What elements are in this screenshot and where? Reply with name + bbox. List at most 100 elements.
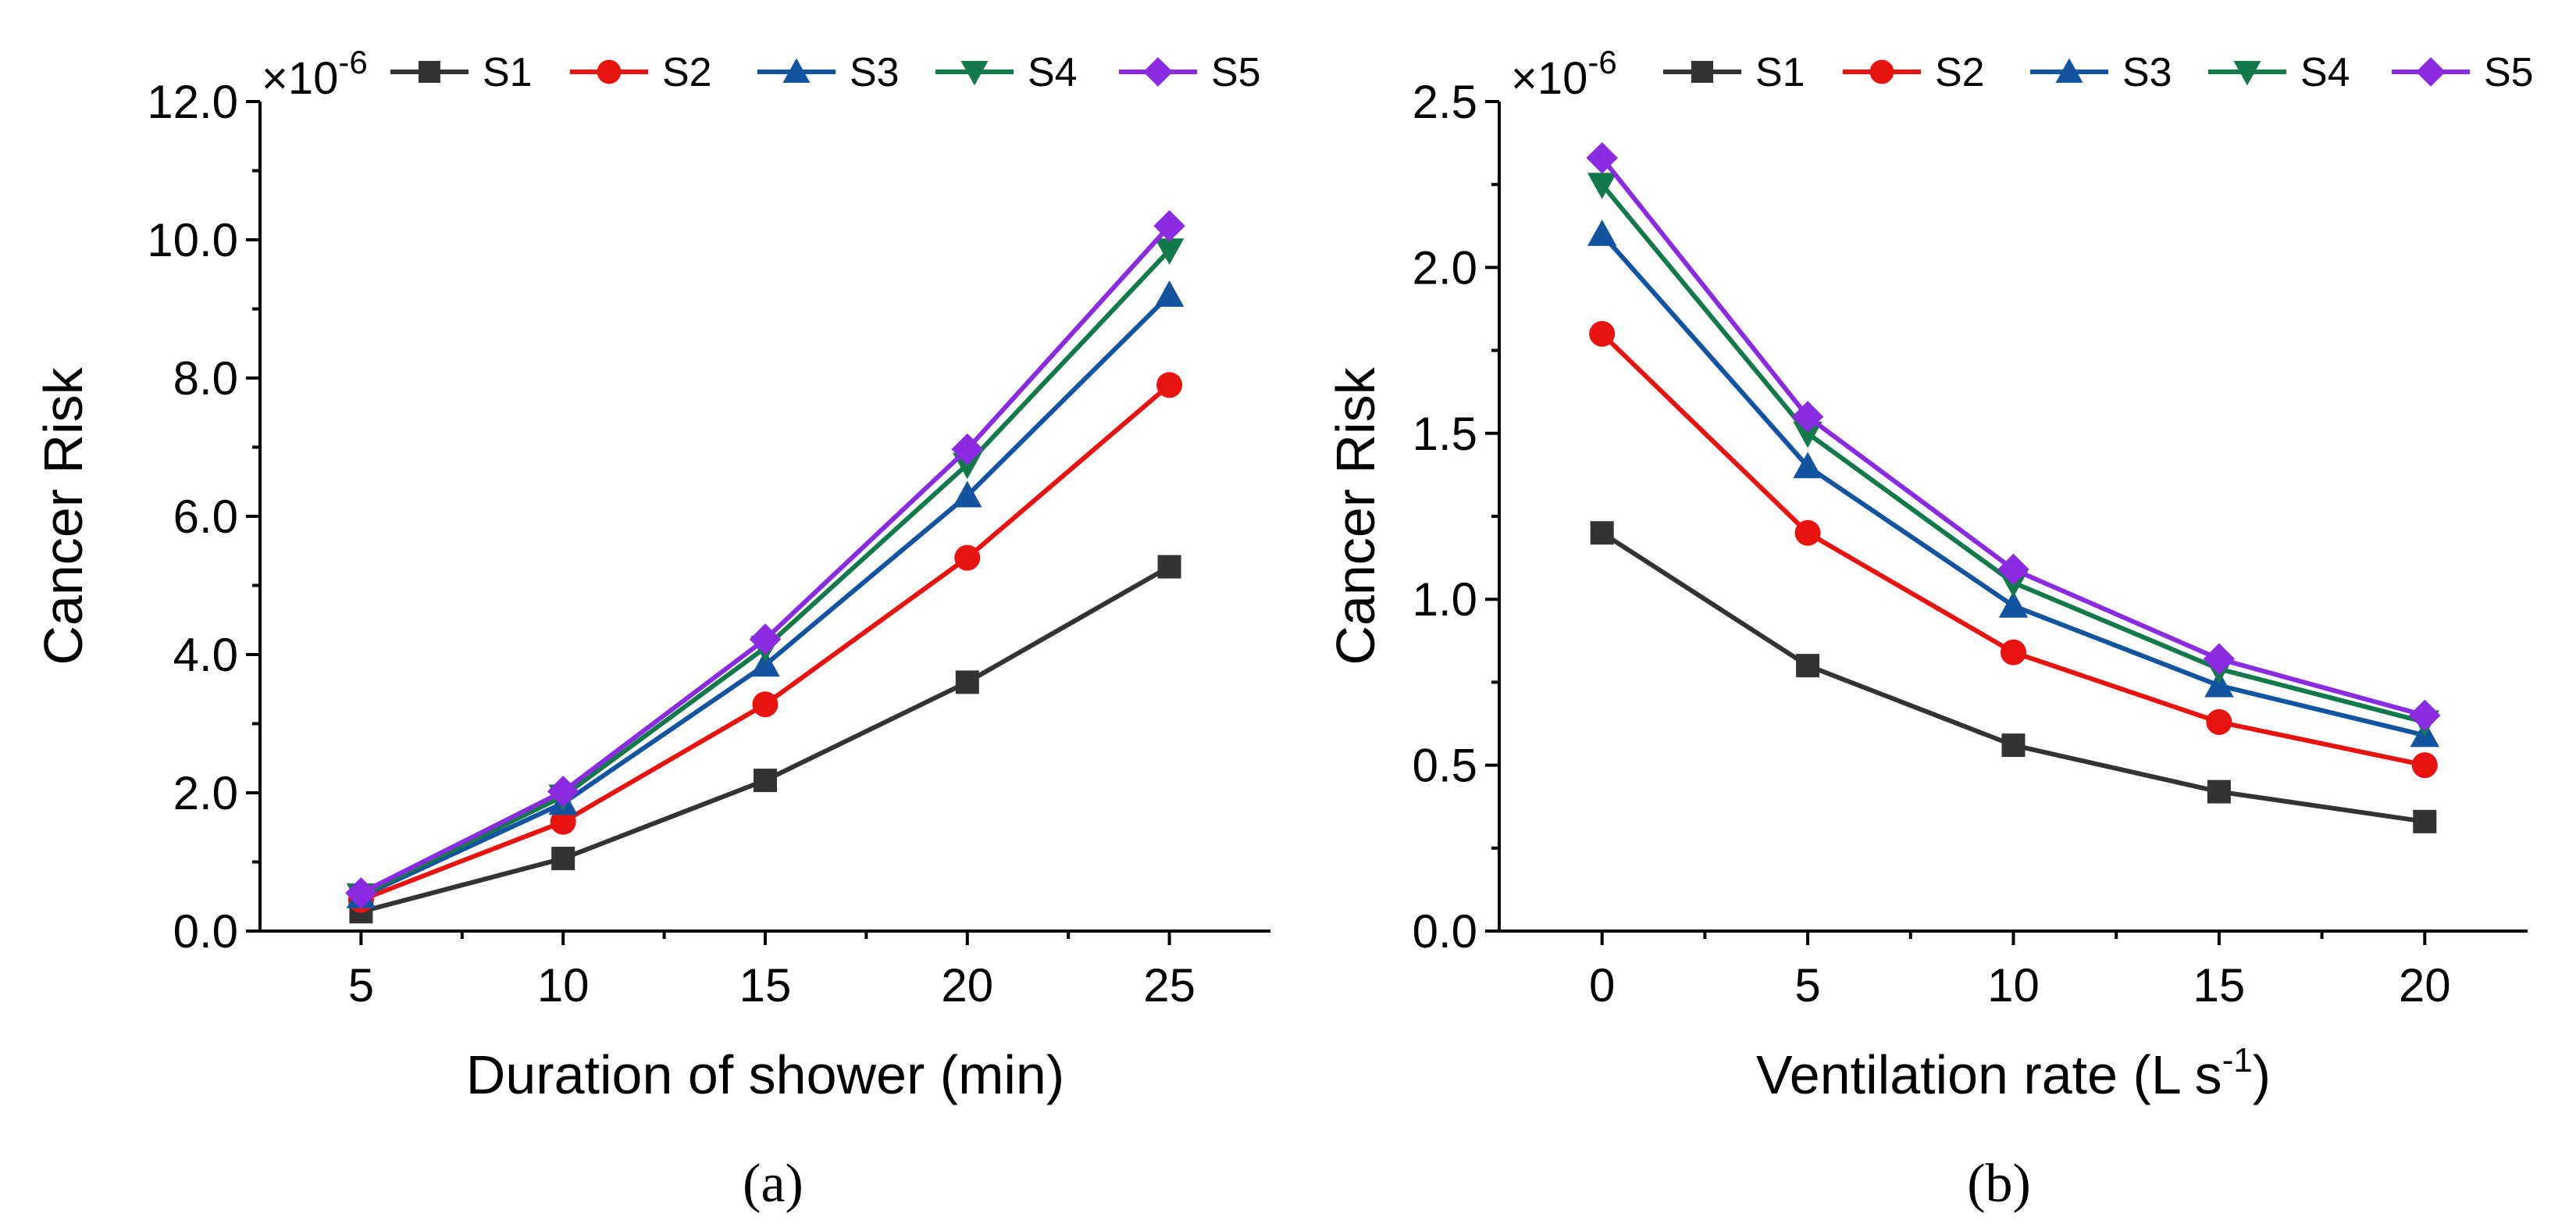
data-point-s5 bbox=[2409, 699, 2441, 732]
y-tick-label: 1.5 bbox=[1413, 408, 1477, 460]
y-axis-title: Cancer Risk bbox=[1325, 366, 1386, 665]
legend-label: S5 bbox=[2484, 50, 2534, 95]
y-tick-label: 2.0 bbox=[173, 767, 238, 819]
data-point-s1 bbox=[1796, 654, 1820, 678]
y-tick-label: 2.0 bbox=[1413, 241, 1477, 294]
data-point-s5 bbox=[749, 623, 782, 655]
legend-label: S3 bbox=[850, 50, 900, 95]
data-point-s2 bbox=[1156, 372, 1183, 398]
data-point-s2 bbox=[1589, 320, 1616, 347]
series-line-s3 bbox=[360, 293, 1171, 899]
data-point-s2 bbox=[1794, 519, 1821, 546]
x-axis-title-exponent: -1 bbox=[2222, 1041, 2253, 1079]
data-point-s5 bbox=[2203, 643, 2236, 675]
legend-marker bbox=[2233, 61, 2261, 86]
data-point-s1 bbox=[2413, 809, 2437, 833]
data-point-s5 bbox=[1153, 210, 1185, 242]
y-tick-label: 12.0 bbox=[147, 76, 238, 128]
data-point-s5 bbox=[1997, 553, 2029, 586]
series-s5 bbox=[345, 210, 1185, 909]
data-point-s5 bbox=[1586, 141, 1618, 174]
series-s3 bbox=[1587, 219, 2440, 748]
data-point-s2 bbox=[2206, 708, 2232, 735]
panel-label: (b) bbox=[1967, 1154, 2031, 1214]
y-tick-label: 0.0 bbox=[173, 905, 238, 958]
y-tick-label: 4.0 bbox=[173, 629, 238, 681]
data-point-s5 bbox=[1791, 401, 1824, 433]
legend-item-s2: S2 bbox=[1843, 50, 1985, 95]
legend-item-s3: S3 bbox=[2030, 50, 2172, 95]
data-point-s3 bbox=[2204, 670, 2234, 698]
y-multiplier-exponent: -6 bbox=[338, 44, 367, 80]
legend-marker bbox=[419, 61, 440, 83]
data-point-s2 bbox=[550, 808, 576, 835]
x-tick-label: 25 bbox=[1143, 959, 1195, 1012]
data-point-s3 bbox=[1998, 591, 2029, 618]
data-point-s1 bbox=[955, 670, 979, 694]
data-point-s1 bbox=[551, 847, 575, 871]
data-point-s5 bbox=[345, 877, 377, 909]
data-point-s3 bbox=[750, 650, 780, 677]
legend-item-s2: S2 bbox=[570, 50, 712, 95]
legend-marker bbox=[782, 58, 811, 83]
x-tick-label: 10 bbox=[1987, 959, 2040, 1012]
x-tick-label: 15 bbox=[739, 959, 792, 1012]
series-s2 bbox=[1589, 320, 2438, 779]
legend-marker bbox=[2055, 58, 2083, 83]
x-tick-label: 20 bbox=[2399, 959, 2451, 1012]
data-point-s1 bbox=[1590, 521, 1614, 545]
legend-marker bbox=[1869, 59, 1894, 84]
data-point-s3 bbox=[1587, 219, 1617, 246]
data-point-s1 bbox=[1157, 555, 1181, 579]
legend-item-s3: S3 bbox=[757, 50, 900, 95]
data-point-s1 bbox=[754, 769, 777, 793]
series-s5 bbox=[1586, 141, 2441, 732]
legend-item-s1: S1 bbox=[1663, 50, 1805, 95]
data-point-s3 bbox=[1154, 280, 1185, 307]
y-tick-label: 0.5 bbox=[1413, 740, 1477, 792]
data-point-s2 bbox=[2411, 752, 2438, 779]
y-multiplier: ×10-6 bbox=[262, 44, 368, 104]
legend-item-s1: S1 bbox=[390, 50, 533, 95]
x-tick-label: 0 bbox=[1589, 959, 1615, 1012]
y-tick-label: 0.0 bbox=[1413, 905, 1477, 958]
y-tick-label: 1.0 bbox=[1413, 573, 1477, 626]
y-axis-title: Cancer Risk bbox=[33, 366, 94, 665]
y-multiplier: ×10-6 bbox=[1511, 44, 1617, 104]
legend-item-s4: S4 bbox=[2208, 50, 2350, 95]
y-tick-label: 6.0 bbox=[173, 491, 238, 543]
data-point-s4 bbox=[1793, 421, 1822, 448]
panel-label: (a) bbox=[743, 1154, 803, 1214]
series-s4 bbox=[346, 238, 1185, 910]
legend-item-s5: S5 bbox=[1119, 50, 1261, 95]
legend-marker bbox=[1691, 61, 1713, 83]
data-point-s2 bbox=[954, 544, 981, 571]
data-point-s1 bbox=[2001, 733, 2026, 758]
x-axis-title: Duration of shower (min) bbox=[466, 1044, 1064, 1105]
data-point-s1 bbox=[2207, 780, 2231, 804]
legend-item-s4: S4 bbox=[935, 50, 1078, 95]
series-s3 bbox=[346, 280, 1185, 908]
legend-label: S4 bbox=[1028, 50, 1078, 95]
legend-label: S1 bbox=[483, 50, 533, 95]
legend-label: S5 bbox=[1211, 50, 1261, 95]
data-point-s2 bbox=[752, 691, 779, 718]
data-point-s5 bbox=[951, 433, 984, 466]
y-tick-label: 2.5 bbox=[1413, 76, 1477, 128]
legend-marker bbox=[960, 61, 989, 86]
y-tick-label: 10.0 bbox=[147, 214, 238, 266]
y-tick-label: 8.0 bbox=[173, 352, 238, 405]
legend-label: S3 bbox=[2122, 50, 2172, 95]
x-tick-label: 15 bbox=[2193, 959, 2246, 1012]
series-s1 bbox=[349, 555, 1181, 924]
series-line-s4 bbox=[360, 248, 1171, 897]
legend-marker bbox=[1143, 57, 1173, 87]
chart-panel-a: 0.0 2.0 4.0 6.0 8.0 10.0 12.0 5 10 15 20 25 Duration… bbox=[33, 44, 1270, 1214]
series-s1 bbox=[1590, 521, 2437, 833]
x-tick-label: 20 bbox=[941, 959, 993, 1012]
y-multiplier-exponent: -6 bbox=[1587, 44, 1616, 80]
x-axis-title: Ventilation rate (L s-1) bbox=[1756, 1041, 2271, 1105]
legend-label: S4 bbox=[2300, 50, 2350, 95]
legend: S1 S2 S3 S4 S5 bbox=[390, 50, 1261, 95]
